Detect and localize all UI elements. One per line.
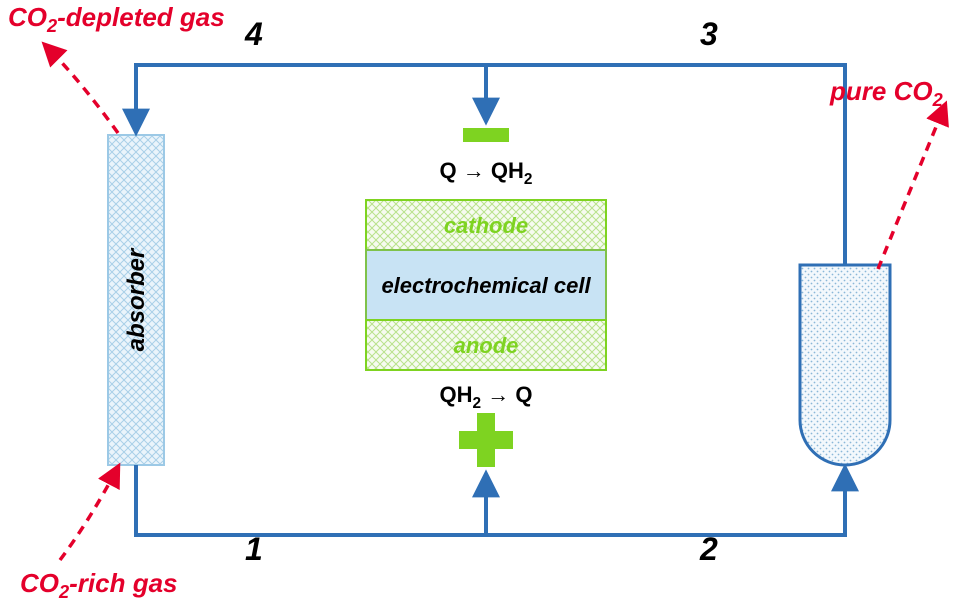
absorber: absorber bbox=[108, 135, 164, 465]
gas-pure-arrow bbox=[878, 105, 945, 269]
reaction-top: Q → QH2 bbox=[440, 158, 533, 188]
step-label-4: 4 bbox=[244, 16, 263, 52]
gas-out-arrow bbox=[45, 45, 118, 133]
gas-pure-label: pure CO2 bbox=[829, 76, 943, 110]
flow-path-1 bbox=[136, 465, 486, 535]
gas-in-arrow bbox=[60, 467, 118, 560]
desorber-vessel bbox=[800, 265, 890, 465]
flow-path-2 bbox=[486, 469, 845, 535]
minus-icon bbox=[463, 128, 509, 142]
reaction-bottom: QH2 → Q bbox=[440, 382, 533, 412]
step-label-1: 1 bbox=[245, 531, 263, 567]
gas-out-label: CO2-depleted gas bbox=[8, 2, 225, 36]
cell-body-label: electrochemical cell bbox=[381, 273, 591, 298]
gas-in-label: CO2-rich gas bbox=[20, 568, 178, 602]
cathode-label: cathode bbox=[444, 213, 528, 238]
absorber-label: absorber bbox=[123, 247, 150, 351]
anode-label: anode bbox=[454, 333, 519, 358]
step-label-2: 2 bbox=[699, 531, 718, 567]
step-label-3: 3 bbox=[700, 16, 718, 52]
plus-icon bbox=[459, 413, 513, 467]
process-diagram: absorber cathode electrochemical cell an… bbox=[0, 0, 980, 606]
flow-path-4 bbox=[136, 65, 486, 131]
electrochemical-cell: cathode electrochemical cell anode bbox=[366, 200, 606, 370]
